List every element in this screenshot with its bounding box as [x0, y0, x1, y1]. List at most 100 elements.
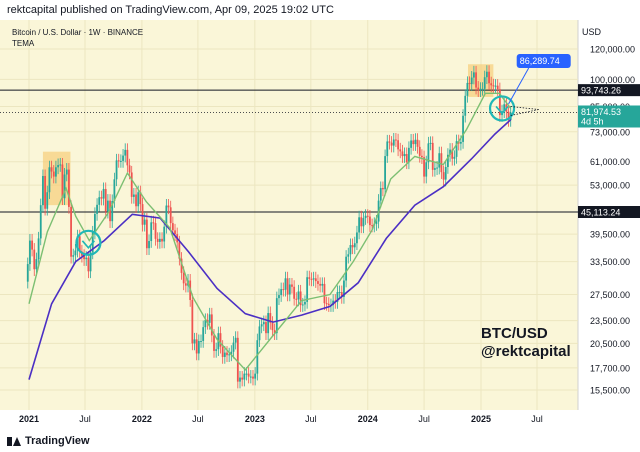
candle-body [85, 257, 88, 260]
candle-body [271, 322, 274, 331]
candle-body [169, 207, 172, 224]
candle-body [459, 141, 462, 144]
candle-body [122, 155, 124, 161]
indicator-name[interactable]: TEMA [12, 39, 35, 48]
candle-body [68, 169, 70, 207]
candle-body [232, 342, 235, 352]
level-price-tag [578, 206, 640, 219]
candle-body [265, 322, 267, 334]
candle-body [132, 194, 135, 197]
candle-body [46, 192, 49, 209]
candle-body [143, 219, 146, 225]
candle-body [163, 226, 166, 242]
candle-body [280, 289, 283, 296]
candle-body [219, 333, 222, 347]
candle-body [284, 278, 287, 290]
candle-body [321, 283, 324, 286]
price-tick-label: 73,000.00 [590, 127, 630, 137]
candle-body [117, 160, 120, 162]
tradingview-footer: TradingView [0, 430, 640, 452]
candle-body [464, 95, 467, 116]
candle-body [241, 377, 244, 380]
candle-body [137, 192, 140, 207]
candle-body [360, 217, 363, 227]
candle-body [312, 278, 315, 280]
time-axis[interactable]: 2021 Jul 2022 Jul 2023 Jul 2024 Jul 2025 Jul [19, 414, 543, 424]
candle-body [161, 238, 163, 242]
candle-body [158, 238, 161, 242]
candle-body [260, 324, 263, 327]
currency-label[interactable]: USD [582, 27, 602, 37]
candle-body [275, 298, 278, 334]
candle-body [431, 142, 434, 170]
candle-body [429, 142, 432, 144]
candle-body [349, 245, 352, 255]
candle-body [444, 167, 447, 180]
candle-body [403, 153, 406, 157]
candle-body [308, 277, 311, 279]
annotation-circle [488, 95, 516, 122]
candle-body [37, 238, 40, 260]
candle-body [423, 157, 425, 177]
candle-body [382, 188, 384, 190]
candle-body [52, 171, 55, 177]
candle-body [35, 259, 38, 270]
candle-body [63, 174, 66, 199]
candle-body [104, 188, 107, 212]
time-tick-label: Jul [418, 414, 430, 424]
price-tick-label: 100,000.00 [590, 75, 635, 85]
candle-body [299, 291, 302, 306]
candle-body [310, 278, 313, 280]
candle-body [492, 85, 495, 87]
candle-body [156, 238, 159, 242]
candle-body [414, 139, 417, 145]
price-tick-label: 23,500.00 [590, 316, 630, 326]
candle-body [39, 205, 42, 239]
candle-body [98, 197, 101, 205]
candle-body [184, 283, 187, 286]
candle-body [195, 339, 198, 354]
publish-header: rektcapital published on TradingView.com… [0, 0, 640, 20]
candle-body [182, 272, 185, 284]
candle-body [418, 146, 421, 156]
candle-body [295, 298, 298, 300]
candle-body [453, 156, 456, 159]
candle-body [262, 322, 265, 325]
watermark-symbol: BTC/USD [481, 325, 548, 342]
annotation-circle [75, 229, 102, 256]
candle-body [485, 71, 488, 78]
candle-body [371, 225, 373, 227]
candle-body [297, 291, 300, 300]
price-tick-label: 27,500.00 [590, 290, 630, 300]
candle-body [466, 82, 469, 96]
candle-body [33, 249, 36, 270]
candle-body [347, 254, 350, 257]
candle-body [449, 149, 451, 155]
price-tick-label: 61,000.00 [590, 157, 630, 167]
publish-info: rektcapital published on TradingView.com… [7, 4, 334, 16]
candle-body [336, 292, 339, 302]
candle-body [483, 77, 486, 89]
candle-body [490, 83, 493, 86]
candle-body [50, 167, 53, 172]
candle-body [494, 85, 497, 87]
candle-body [340, 292, 343, 297]
candle-body [434, 168, 436, 170]
candle-body [288, 284, 291, 295]
time-tick-label: 2023 [245, 414, 265, 424]
candle-body [70, 206, 72, 257]
candle-body [249, 376, 252, 378]
time-tick-label: Jul [531, 414, 543, 424]
candle-body [126, 149, 129, 166]
candle-body [282, 289, 285, 291]
candle-body [165, 205, 168, 227]
candle-body [477, 87, 480, 91]
candle-body [128, 165, 131, 173]
candle-body [353, 243, 356, 248]
candle-body [293, 286, 296, 299]
candle-body [96, 204, 98, 214]
candle-body [384, 156, 386, 190]
candle-body [479, 88, 482, 91]
candle-body [319, 283, 322, 286]
